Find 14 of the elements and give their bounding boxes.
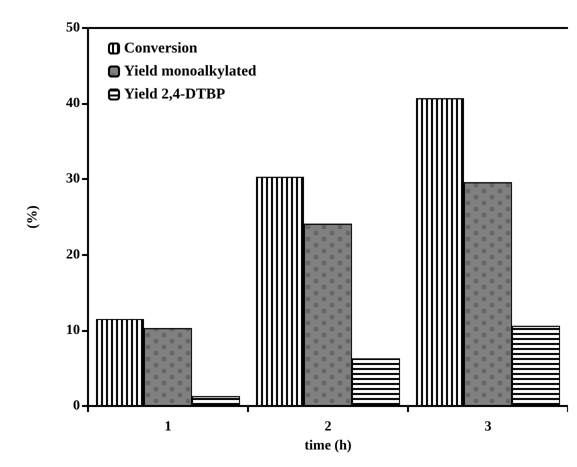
x-tick-label: 1 <box>164 420 172 434</box>
y-tick-label: 40 <box>66 96 80 112</box>
y-axis-title: (%) <box>26 205 40 229</box>
legend-label: Yield monoalkylated <box>124 64 258 80</box>
x-tick-label: 2 <box>324 420 332 434</box>
y-tick-label: 0 <box>73 398 80 414</box>
y-tick-label: 20 <box>66 247 80 262</box>
x-tick-label: 3 <box>484 420 492 434</box>
y-tick-label: 50 <box>66 20 80 36</box>
legend-label: Yield 2,4-DTBP <box>124 86 226 102</box>
legend-label: Conversion <box>124 40 198 56</box>
x-axis-title: time (h) <box>304 438 352 454</box>
y-tick-label: 30 <box>66 172 80 187</box>
y-tick-label: 10 <box>66 322 80 338</box>
